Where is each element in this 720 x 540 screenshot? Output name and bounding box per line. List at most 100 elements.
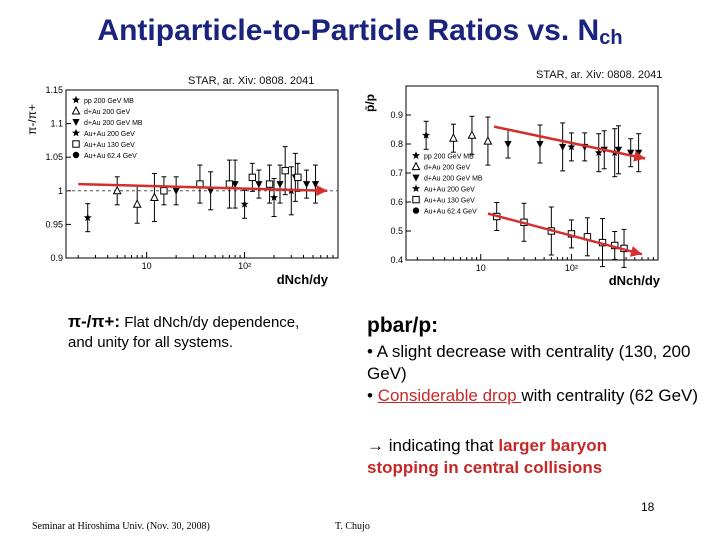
left-plot-frame bbox=[65, 89, 339, 259]
right-trend-arrow-2-head bbox=[629, 246, 643, 257]
l-data-point bbox=[207, 187, 215, 195]
l-data-point bbox=[112, 185, 122, 195]
l-data-point bbox=[240, 200, 249, 208]
citation-right: STAR, ar. Xiv: 0808. 2041 bbox=[536, 69, 663, 81]
r-ytick-label: 0.9 bbox=[390, 110, 403, 120]
l-data-point bbox=[149, 192, 159, 202]
r-legend-marker bbox=[411, 161, 421, 171]
l-data-point bbox=[302, 181, 311, 189]
r-legend-label: d+Au 200 GeV MB bbox=[424, 176, 483, 183]
r-data-point bbox=[422, 131, 431, 139]
l-data-point bbox=[281, 166, 289, 175]
r-data-point bbox=[594, 148, 603, 157]
footer-seminar: Seminar at Hiroshima Univ. (Nov. 30, 200… bbox=[32, 521, 210, 532]
pion-line2: and unity for all systems. bbox=[68, 334, 234, 351]
right-trend-arrow-2 bbox=[487, 212, 643, 256]
r-data-point bbox=[567, 142, 576, 151]
r-xtick-label: 10² bbox=[565, 263, 578, 273]
l-ytick-label: 1.1 bbox=[50, 119, 63, 129]
r-ytick-label: 0.6 bbox=[390, 197, 403, 207]
l-xtick-label: 10 bbox=[142, 261, 152, 271]
r-legend-marker bbox=[412, 207, 420, 214]
l-data-point bbox=[265, 180, 274, 188]
l-data-point bbox=[172, 187, 180, 195]
r-legend-label: Au+Au 62.4 GeV bbox=[424, 209, 477, 216]
proton-heading: pbar/p: bbox=[367, 314, 439, 337]
left-xlabel: dNch/dy bbox=[277, 272, 329, 287]
left-trend-arrow bbox=[78, 182, 328, 193]
l-ytick-label: 1 bbox=[58, 186, 63, 196]
proton-bullet-1: • A slight decrease with centrality (130… bbox=[367, 342, 691, 383]
r-data-point bbox=[449, 133, 458, 142]
r-legend-marker bbox=[412, 174, 420, 182]
pion-ratio-chart: 0.9 0.95 1 1.05 1.1 1.15 10 10² pp 200 GeV MB d… bbox=[28, 85, 339, 287]
proton-summary: pbar/p: • A slight decrease with central… bbox=[367, 315, 707, 479]
conclusion-line-2: stopping in central collisions bbox=[367, 458, 603, 477]
l-ytick-label: 0.95 bbox=[45, 219, 63, 229]
r-data-point bbox=[559, 143, 567, 151]
r-legend-label: Au+Au 200 GeV bbox=[424, 187, 475, 194]
l-legend-label: d+Au 200 GeV MB bbox=[84, 120, 143, 127]
r-data-point bbox=[483, 136, 493, 145]
r-legend-marker bbox=[412, 184, 420, 192]
l-data-point bbox=[311, 181, 320, 189]
l-legend-marker bbox=[72, 128, 80, 137]
underlined-phrase: Considerable drop bbox=[377, 386, 522, 405]
proton-bullet-2: • Considerable drop with centrality (62 … bbox=[367, 386, 699, 405]
l-ytick-label: 0.9 bbox=[50, 253, 63, 263]
l-data-point bbox=[270, 193, 278, 201]
r-legend-label: d+Au 200 GeV bbox=[424, 165, 470, 172]
pion-lead: π-/π+: bbox=[68, 312, 121, 331]
l-data-point bbox=[132, 199, 142, 208]
conclusion-line-1: → indicating that larger baryon bbox=[367, 436, 608, 455]
citation-left: STAR, ar. Xiv: 0808. 2041 bbox=[188, 75, 315, 87]
r-ytick-label: 0.5 bbox=[390, 226, 403, 236]
l-data-point bbox=[83, 213, 92, 222]
l-legend-marker bbox=[71, 105, 81, 115]
r-ytick-label: 0.8 bbox=[390, 139, 403, 149]
r-data-point bbox=[614, 146, 623, 154]
r-xtick-label: 10 bbox=[476, 263, 486, 273]
right-xlabel: dNch/dy bbox=[609, 273, 661, 288]
l-legend-marker bbox=[72, 95, 80, 104]
pion-line1: Flat dNch/dy dependence, bbox=[124, 314, 300, 331]
r-data-point bbox=[627, 149, 635, 157]
l-legend-label: d+Au 200 GeV bbox=[84, 109, 130, 116]
l-legend-marker bbox=[72, 140, 80, 148]
left-trend-arrow-head bbox=[316, 185, 328, 197]
r-ytick-label: 0.7 bbox=[390, 168, 403, 178]
page-number: 18 bbox=[641, 500, 655, 514]
footer-author: T. Chujo bbox=[335, 521, 370, 532]
l-data-point bbox=[294, 173, 302, 182]
l-legend-label: Au+Au 130 GeV bbox=[84, 142, 135, 149]
l-data-point bbox=[255, 181, 263, 189]
l-ytick-label: 1.05 bbox=[45, 152, 63, 162]
l-xtick-label: 10² bbox=[238, 261, 251, 271]
r-ytick-label: 0.4 bbox=[390, 255, 403, 265]
l-data-point bbox=[248, 173, 257, 182]
r-data-point bbox=[536, 141, 544, 148]
r-data-point bbox=[504, 141, 512, 148]
r-data-point bbox=[634, 149, 643, 157]
right-trend-arrow-1-head bbox=[633, 150, 646, 162]
l-legend-label: pp 200 GeV MB bbox=[84, 98, 134, 105]
right-ylabel: p̄/p bbox=[363, 94, 377, 112]
l-data-point bbox=[225, 180, 234, 188]
slide-title: Antiparticle-to-Particle Ratios vs. Nch bbox=[97, 14, 623, 49]
l-data-point bbox=[276, 181, 284, 189]
r-legend-marker bbox=[412, 195, 420, 204]
r-legend-marker bbox=[412, 151, 420, 159]
l-data-point bbox=[231, 181, 239, 189]
l-legend-label: Au+Au 200 GeV bbox=[84, 131, 135, 138]
left-ylabel: π-/π+ bbox=[28, 104, 39, 135]
r-legend-label: Au+Au 130 GeV bbox=[424, 198, 475, 205]
l-ytick-label: 1.15 bbox=[45, 85, 63, 95]
l-legend-marker bbox=[72, 151, 80, 159]
right-trend-arrow-1 bbox=[493, 125, 646, 160]
l-legend-marker bbox=[72, 119, 80, 126]
r-legend-label: pp 200 GeV MB bbox=[424, 154, 474, 161]
r-data-point bbox=[467, 130, 477, 139]
pion-summary: π-/π+: Flat dNch/dy dependence, and unit… bbox=[68, 312, 368, 353]
right-plot-frame bbox=[405, 85, 659, 261]
proton-ratio-chart: 0.4 0.5 0.6 0.7 0.8 0.9 10 10² pp 200 GeV MB d+… bbox=[363, 85, 661, 288]
